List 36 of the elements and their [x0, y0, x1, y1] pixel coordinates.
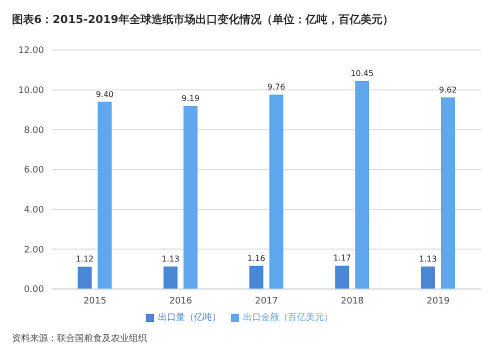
y-tick-label: 2.00	[24, 245, 44, 256]
y-tick-label: 6.00	[24, 166, 44, 176]
bar	[269, 94, 284, 289]
x-tick-label: 2018	[340, 296, 364, 306]
data-label: 1.13	[419, 254, 437, 264]
bar	[78, 266, 92, 289]
y-tick-label: 0.00	[24, 285, 44, 296]
y-tick-label: 8.00	[24, 126, 44, 136]
data-label: 1.17	[333, 254, 352, 263]
data-label: 1.12	[76, 254, 94, 264]
data-label: 9.76	[267, 82, 286, 92]
chart-title: 图表6：2015-2019年全球造纸市场出口变化情况（单位：亿吨，百亿美元）	[11, 12, 394, 28]
bar	[249, 266, 264, 289]
data-label: 10.45	[350, 68, 374, 78]
bar	[98, 102, 112, 289]
legend-label: 出口金额（百亿美元）	[243, 313, 333, 323]
y-tick-label: 4.00	[24, 206, 44, 216]
bar	[184, 106, 198, 289]
x-tick-label: 2015	[83, 296, 106, 306]
data-label: 1.16	[247, 254, 266, 263]
bar	[355, 80, 370, 289]
bar	[164, 266, 178, 289]
y-tick-label: 10.00	[18, 86, 44, 96]
data-label: 9.62	[439, 85, 457, 94]
x-tick-label: 2017	[255, 296, 278, 306]
data-label: 9.19	[182, 94, 200, 103]
legend-label: 出口量（亿吨）	[158, 313, 221, 323]
bar	[335, 266, 350, 289]
x-tick-label: 2016	[169, 296, 192, 306]
text: 资料来源：联合国粮食及农业组织	[11, 332, 148, 345]
bar	[440, 97, 455, 289]
data-label: 9.40	[96, 90, 114, 99]
x-tick-label: 2019	[426, 296, 450, 306]
y-tick-label: 12.00	[18, 46, 44, 56]
data-label: 1.13	[162, 254, 180, 264]
bar	[420, 266, 435, 289]
